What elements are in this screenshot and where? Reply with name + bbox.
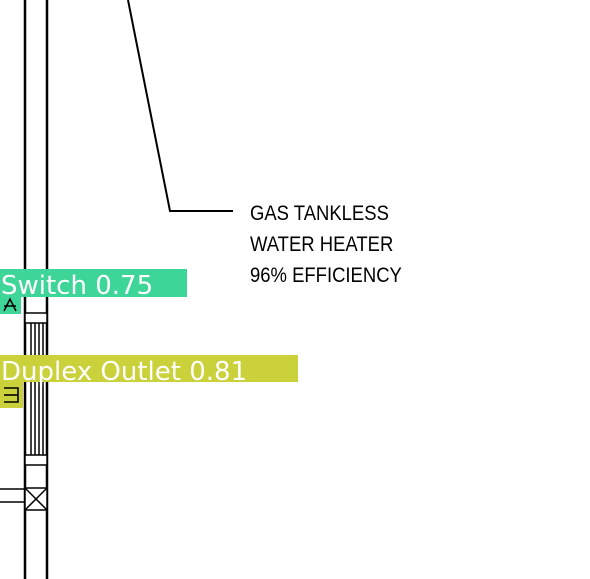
switch-detection: Switch 0.75 [0,269,187,314]
switch-label-bg [0,269,187,297]
switch-detection-label: Switch 0.75 [1,271,153,301]
callout-line-1: GAS TANKLESS [250,202,389,225]
callout-note: GAS TANKLESS WATER HEATER 96% EFFICIENCY [250,202,402,287]
callout-line-2: WATER HEATER [250,233,393,256]
switch-symbol [3,297,17,312]
callout-leader [127,0,233,212]
junction-box-symbol [24,487,48,511]
window [24,312,48,466]
duplex-outlet-detection: Duplex Outlet 0.81 [0,355,298,408]
duplex-outlet-label-bg [0,355,298,382]
duplex-outlet-symbol [4,387,19,403]
duplex-outlet-detection-label: Duplex Outlet 0.81 [1,357,247,387]
branch-line [0,488,25,503]
callout-line-3: 96% EFFICIENCY [250,264,402,287]
